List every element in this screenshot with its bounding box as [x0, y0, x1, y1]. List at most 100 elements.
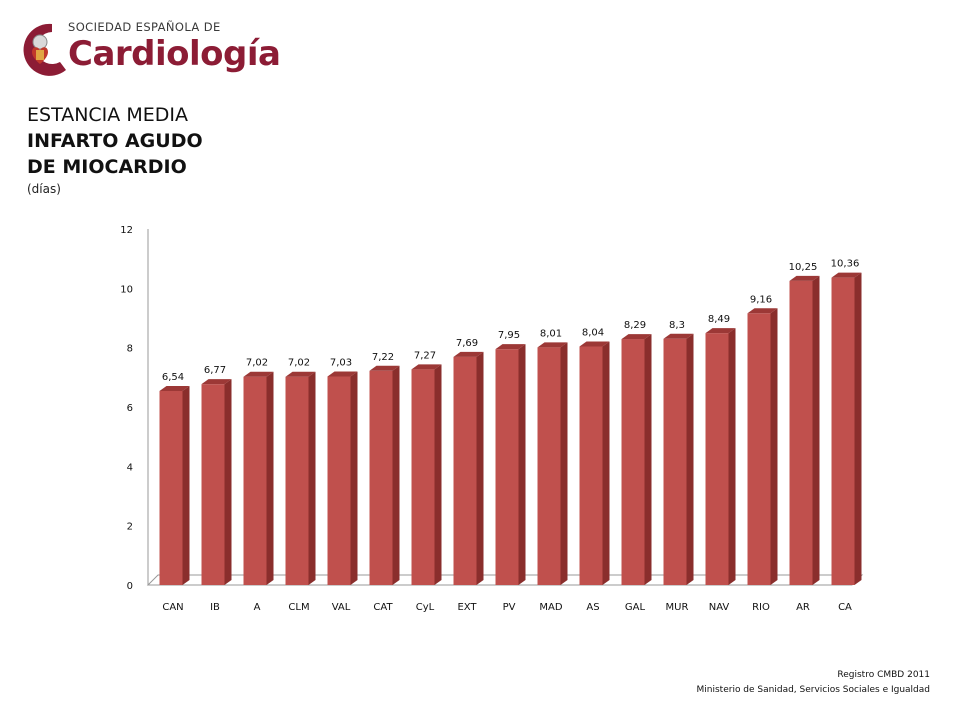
- bar: [411, 369, 435, 585]
- bar-side: [728, 328, 736, 585]
- bar-top: [747, 308, 778, 314]
- bar-top: [285, 371, 316, 377]
- bar-top: [579, 341, 610, 347]
- bar-side: [644, 334, 652, 585]
- data-label: 8,29: [624, 320, 646, 331]
- bar: [747, 313, 771, 585]
- bar-top: [159, 385, 190, 391]
- bar-top: [453, 351, 484, 357]
- y-tick-label: 10: [120, 284, 133, 295]
- x-tick-label: EXT: [457, 602, 477, 613]
- y-tick-label: 2: [127, 522, 133, 533]
- chart-title-line-1: ESTANCIA MEDIA: [27, 104, 188, 126]
- bar-top: [411, 364, 442, 370]
- data-label: 10,36: [831, 259, 860, 270]
- chart-title-line-3: DE MIOCARDIO: [27, 156, 187, 178]
- bar: [789, 280, 813, 585]
- x-tick-label: CyL: [416, 602, 435, 613]
- source-line-2: Ministerio de Sanidad, Servicios Sociale…: [696, 685, 930, 695]
- bar: [453, 356, 477, 585]
- data-label: 10,25: [789, 262, 818, 273]
- data-label: 7,69: [456, 338, 478, 349]
- bar: [495, 349, 519, 585]
- chart-floor: [146, 574, 864, 586]
- x-tick-label: CAN: [162, 602, 183, 613]
- x-tick-label: CA: [838, 602, 852, 613]
- bar: [243, 376, 267, 585]
- bar-top: [495, 344, 526, 350]
- bar: [621, 339, 645, 585]
- chart-title-line-2: INFARTO AGUDO: [27, 130, 203, 152]
- bar-top: [621, 334, 652, 340]
- bar-top: [789, 275, 820, 281]
- data-label: 7,02: [288, 358, 310, 369]
- data-label: 8,3: [669, 320, 685, 331]
- y-tick-label: 0: [127, 581, 133, 592]
- y-tick-label: 8: [127, 344, 133, 355]
- x-tick-label: IB: [210, 602, 220, 613]
- bar-side: [182, 385, 190, 585]
- x-tick-label: AR: [796, 602, 810, 613]
- x-tick-label: VAL: [332, 602, 351, 613]
- bar-top: [243, 371, 274, 377]
- x-tick-label: NAV: [709, 602, 730, 613]
- data-label: 8,01: [540, 328, 562, 339]
- bar: [285, 376, 309, 585]
- bar-top: [201, 379, 232, 385]
- x-tick-label: RIO: [752, 602, 770, 613]
- data-label: 7,03: [330, 357, 352, 368]
- source-line-1: Registro CMBD 2011: [837, 670, 930, 680]
- bar-top: [663, 333, 694, 339]
- bar-top: [327, 371, 358, 377]
- bar-side: [392, 365, 400, 585]
- data-label: 7,27: [414, 350, 436, 361]
- heart-emblem-icon: [23, 23, 66, 76]
- chart-unit-label: (días): [27, 182, 61, 196]
- bar-side: [350, 371, 358, 585]
- data-label: 6,54: [162, 372, 184, 383]
- x-tick-label: GAL: [625, 602, 646, 613]
- bar-side: [224, 379, 232, 585]
- x-tick-label: PV: [503, 602, 516, 613]
- data-label: 8,04: [582, 327, 604, 338]
- bar-side: [602, 341, 610, 585]
- data-label: 7,02: [246, 358, 268, 369]
- x-tick-label: MAD: [539, 602, 562, 613]
- x-tick-label: AS: [586, 602, 599, 613]
- bar-top: [831, 272, 862, 278]
- bar-side: [476, 351, 484, 585]
- x-tick-label: A: [254, 602, 261, 613]
- data-label: 7,22: [372, 352, 394, 363]
- bar-side: [266, 371, 274, 585]
- y-tick-label: 12: [120, 225, 133, 236]
- bar-side: [812, 275, 820, 585]
- logo: SOCIEDAD ESPAÑOLA DE Cardiología: [22, 18, 281, 80]
- bar: [201, 384, 225, 585]
- data-label: 6,77: [204, 365, 226, 376]
- x-tick-label: CLM: [288, 602, 309, 613]
- org-name-top: SOCIEDAD ESPAÑOLA DE: [68, 20, 221, 34]
- bar-side: [518, 344, 526, 585]
- bar: [579, 346, 603, 585]
- bar-side: [770, 308, 778, 585]
- data-label: 9,16: [750, 294, 772, 305]
- bar: [369, 370, 393, 585]
- bar: [705, 333, 729, 585]
- bar-side: [560, 342, 568, 585]
- bar: [327, 376, 351, 585]
- bar: [159, 390, 183, 585]
- bar-top: [369, 365, 400, 371]
- bar-side: [308, 371, 316, 585]
- bar-side: [686, 333, 694, 585]
- bar: [831, 277, 855, 585]
- bar-side: [854, 272, 862, 585]
- bar-top: [537, 342, 568, 348]
- bar-top: [705, 328, 736, 334]
- x-tick-label: MUR: [666, 602, 689, 613]
- data-label: 7,95: [498, 330, 520, 341]
- bar-side: [434, 364, 442, 585]
- source-footer: Registro CMBD 2011 Ministerio de Sanidad…: [697, 668, 930, 698]
- data-label: 8,49: [708, 314, 730, 325]
- chart-title-block: ESTANCIA MEDIA INFARTO AGUDO DE MIOCARDI…: [27, 102, 203, 198]
